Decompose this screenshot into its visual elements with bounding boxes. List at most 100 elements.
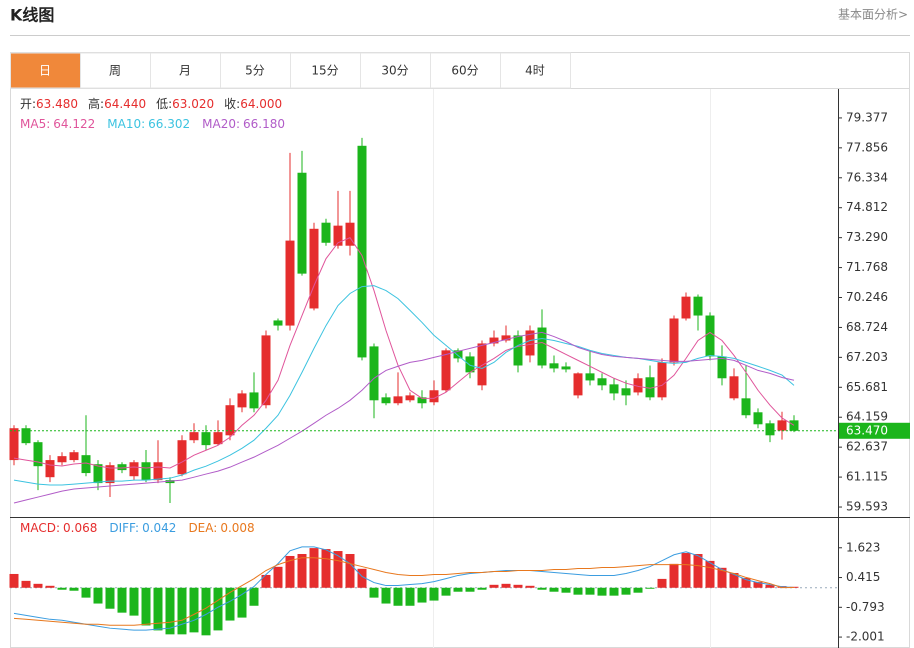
candle-body (489, 337, 499, 344)
y-tick-label: 73.290 (846, 230, 888, 244)
macd-bar (753, 581, 763, 588)
candle-body (681, 296, 691, 319)
candle-body (501, 335, 511, 341)
candle-body (69, 452, 79, 461)
macd-bar (297, 554, 307, 588)
y-tick-label: 70.246 (846, 290, 888, 304)
macd-bar (537, 587, 547, 590)
indicator-line (13, 546, 795, 631)
candle-body (285, 240, 295, 326)
candle-body (537, 327, 547, 366)
candle-body (645, 377, 655, 398)
candle-body (261, 335, 271, 406)
indicator-line (13, 557, 795, 626)
y-tick-label: 68.724 (846, 320, 888, 334)
macd-bar (609, 587, 619, 596)
tab[interactable] (500, 52, 571, 89)
candle-body (21, 428, 31, 444)
candle-body (309, 228, 319, 309)
macd-bar (141, 587, 151, 626)
macd-bar (549, 587, 559, 592)
candle-body (417, 397, 427, 404)
macd-bar (429, 587, 439, 601)
tab-label[interactable]: 4时 (525, 64, 545, 78)
macd-bar (573, 587, 583, 595)
readout-value: 63.480 (36, 97, 78, 111)
macd-bar (765, 584, 775, 588)
candle-body (33, 442, 43, 467)
readout-value: 63.020 (172, 97, 214, 111)
candle-body (753, 412, 763, 425)
y-tick-label: 67.203 (846, 350, 888, 364)
candle-body (513, 335, 523, 366)
tab[interactable] (220, 52, 291, 89)
candle-body (297, 172, 307, 274)
macd-bar (597, 587, 607, 596)
legend-label: MA20: (202, 117, 240, 131)
legend-value: 64.122 (53, 117, 95, 131)
candle-body (549, 363, 559, 369)
candle-body (765, 423, 775, 436)
macd-bar (249, 587, 259, 606)
macd-bar (633, 587, 643, 593)
macd-bar (33, 583, 43, 588)
candle-body (441, 350, 451, 391)
y-tick-label: 71.768 (846, 260, 888, 274)
tab-bar: 日 周 月 5分 15分 30分 60分 4时 (10, 52, 571, 89)
candle-body (741, 398, 751, 416)
tab-label[interactable]: 日 (39, 64, 51, 78)
macd-bar (93, 587, 103, 604)
macd-bar (333, 551, 343, 588)
macd-bar (261, 574, 271, 588)
y-tick-label: 74.812 (846, 200, 888, 214)
candle-body (249, 392, 259, 409)
legend-label: DEA: (188, 521, 217, 535)
fundamental-link[interactable]: 基本面分析> (838, 8, 908, 22)
candle-body (357, 145, 367, 358)
macd-bar (153, 587, 163, 631)
readout-label: 高: (88, 96, 104, 111)
indicator-line (13, 331, 795, 504)
tab-label[interactable]: 周 (109, 64, 121, 78)
tab-label[interactable]: 30分 (381, 64, 408, 78)
macd-bar (741, 577, 751, 588)
readout-label: 低: (156, 97, 172, 111)
tab-label[interactable]: 5分 (245, 64, 265, 78)
y-tick-label: 65.681 (846, 380, 888, 394)
candle-body (189, 432, 199, 441)
macd-bar (273, 566, 283, 588)
candle-body (477, 343, 487, 386)
candle-body (177, 440, 187, 475)
legend-value: 0.068 (63, 521, 97, 535)
candle-body (225, 405, 235, 436)
tab[interactable] (360, 52, 431, 89)
tab[interactable] (290, 52, 361, 89)
macd-bar (105, 587, 115, 609)
last-price-box (839, 422, 910, 439)
chart-frame (10, 52, 910, 648)
candle-body (273, 320, 283, 326)
tab-label[interactable]: 15分 (311, 64, 338, 78)
macd-bar (657, 578, 667, 588)
tab-label[interactable]: 60分 (451, 64, 478, 78)
macd-bar (681, 553, 691, 588)
y-tick-label: 59.593 (846, 500, 888, 514)
y-tick-label: 79.377 (846, 110, 888, 124)
candle-body (117, 464, 127, 471)
readout-label: 收: (224, 97, 240, 111)
macd-bar (369, 587, 379, 598)
tab[interactable] (10, 52, 81, 89)
macd-bar (213, 587, 223, 631)
candle-body (369, 346, 379, 401)
macd-bar (453, 587, 463, 592)
macd-bar (165, 587, 175, 635)
tab[interactable] (430, 52, 501, 89)
tab-label[interactable]: 月 (179, 64, 191, 78)
macd-bar (309, 548, 319, 588)
candle-body (705, 315, 715, 357)
legend-value: 66.180 (243, 117, 285, 131)
macd-bar (585, 587, 595, 595)
indicator-line (13, 285, 795, 486)
readout-label: 开: (20, 97, 36, 111)
macd-bar (405, 587, 415, 606)
